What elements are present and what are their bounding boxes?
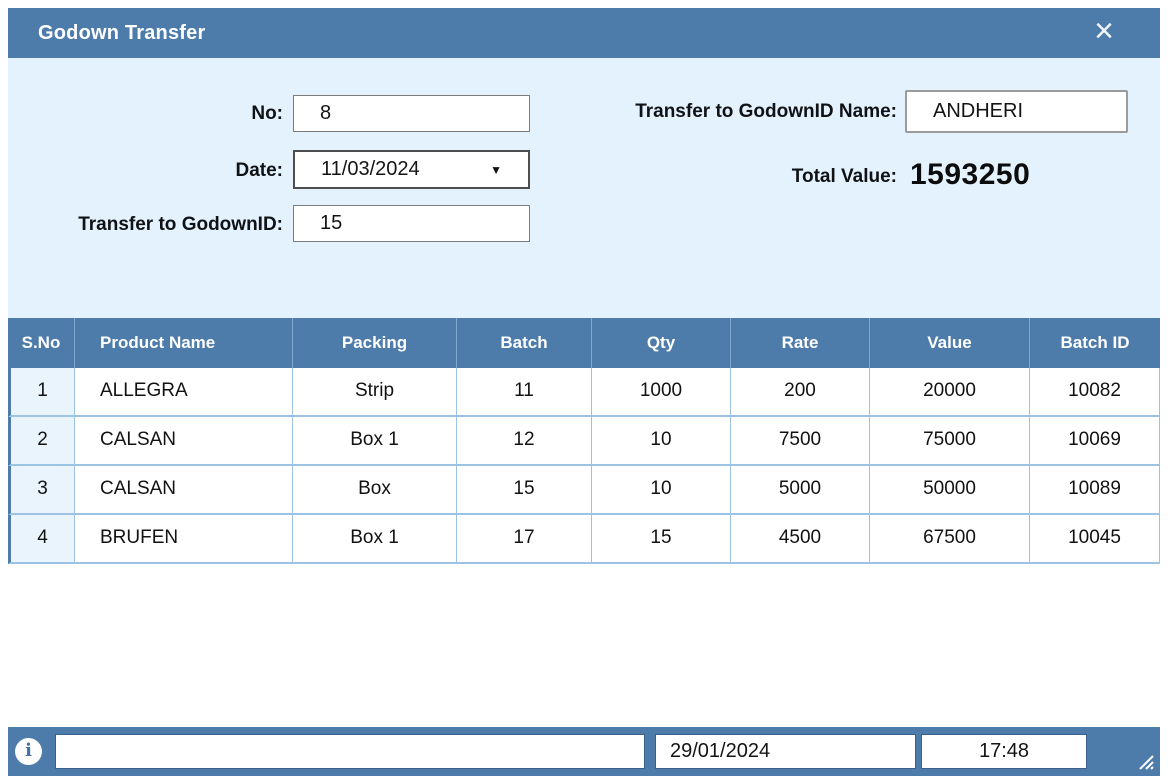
no-input[interactable] (293, 95, 530, 132)
table-row[interactable]: 1 ALLEGRA Strip 11 1000 200 20000 10082 (8, 368, 1160, 417)
godown-name-input[interactable] (905, 90, 1128, 133)
table-cell: 4 (8, 515, 75, 564)
table-cell: ALLEGRA (75, 368, 293, 417)
table-cell: 10082 (1030, 368, 1160, 417)
godown-id-input[interactable] (293, 205, 530, 242)
chevron-down-icon: ▼ (490, 163, 502, 177)
table-cell: 1000 (592, 368, 731, 417)
table-cell: Box (293, 466, 457, 515)
no-label: No: (251, 103, 283, 124)
table-cell: 5000 (731, 466, 870, 515)
table-cell: CALSAN (75, 466, 293, 515)
total-value-label: Total Value: (791, 166, 897, 187)
table-cell: 4500 (731, 515, 870, 564)
table-cell: 15 (592, 515, 731, 564)
window-title: Godown Transfer (38, 22, 206, 44)
column-header-qty: Qty (592, 318, 731, 368)
table-row[interactable]: 4 BRUFEN Box 1 17 15 4500 67500 10045 (8, 515, 1160, 564)
column-header-batch-id: Batch ID (1060, 333, 1130, 352)
table-cell: 75000 (870, 417, 1030, 466)
table-cell: 2 (8, 417, 75, 466)
form-area: No: Date: 11/03/2024 ▼ Transfer to Godow… (8, 58, 1160, 318)
column-header-value: Value (870, 318, 1030, 368)
table-cell: 10089 (1030, 466, 1160, 515)
table-cell: 10 (592, 466, 731, 515)
table-body: 1 ALLEGRA Strip 11 1000 200 20000 10082 2 CALSAN B… (8, 368, 1160, 564)
table-cell: 67500 (870, 515, 1030, 564)
total-value: 1593250 (910, 158, 1031, 191)
godown-name-label: Transfer to GodownID Name: (635, 101, 897, 122)
column-header-product-name: Product Name (75, 318, 293, 368)
table-cell: CALSAN (75, 417, 293, 466)
table-cell: 7500 (731, 417, 870, 466)
table-cell: 17 (457, 515, 592, 564)
godown-transfer-window: Godown Transfer × No: Date: 11/03/2024 ▼… (8, 8, 1160, 776)
status-message-box (55, 734, 645, 769)
table-cell: 10069 (1030, 417, 1160, 466)
status-time: 17:48 (921, 734, 1087, 769)
table-row[interactable]: 3 CALSAN Box 15 10 5000 50000 10089 (8, 466, 1160, 515)
column-header-packing: Packing (293, 318, 457, 368)
transfer-items-table: S.No Product Name Packing Batch Qty Rate Value… (8, 318, 1160, 727)
table-row[interactable]: 2 CALSAN Box 1 12 10 7500 75000 10069 (8, 417, 1160, 466)
resize-grip[interactable] (1134, 750, 1154, 770)
status-bar: i 29/01/2024 17:48 (8, 727, 1160, 776)
column-header-s-no: S.No (8, 318, 75, 368)
table-header-row: S.No Product Name Packing Batch Qty Rate Value… (8, 318, 1160, 368)
column-header-batch: Batch (457, 318, 592, 368)
title-bar: Godown Transfer × (8, 8, 1160, 58)
date-label: Date: (235, 160, 283, 181)
close-icon[interactable]: × (1094, 12, 1114, 50)
column-header-rate: Rate (731, 318, 870, 368)
table-cell: 200 (731, 368, 870, 417)
table-cell: 1 (8, 368, 75, 417)
table-cell: 50000 (870, 466, 1030, 515)
godown-id-label: Transfer to GodownID: (78, 214, 283, 235)
table-cell: 3 (8, 466, 75, 515)
table-cell: Box 1 (293, 515, 457, 564)
table-cell: Strip (293, 368, 457, 417)
table-cell: BRUFEN (75, 515, 293, 564)
date-dropdown[interactable]: 11/03/2024 ▼ (293, 150, 530, 189)
table-cell: 10 (592, 417, 731, 466)
table-cell: 12 (457, 417, 592, 466)
date-value: 11/03/2024 (321, 158, 420, 180)
table-cell: Box 1 (293, 417, 457, 466)
table-cell: 10045 (1030, 515, 1160, 564)
status-date: 29/01/2024 (655, 734, 916, 769)
table-cell: 15 (457, 466, 592, 515)
table-cell: 11 (457, 368, 592, 417)
table-cell: 20000 (870, 368, 1030, 417)
info-icon[interactable]: i (15, 738, 42, 765)
